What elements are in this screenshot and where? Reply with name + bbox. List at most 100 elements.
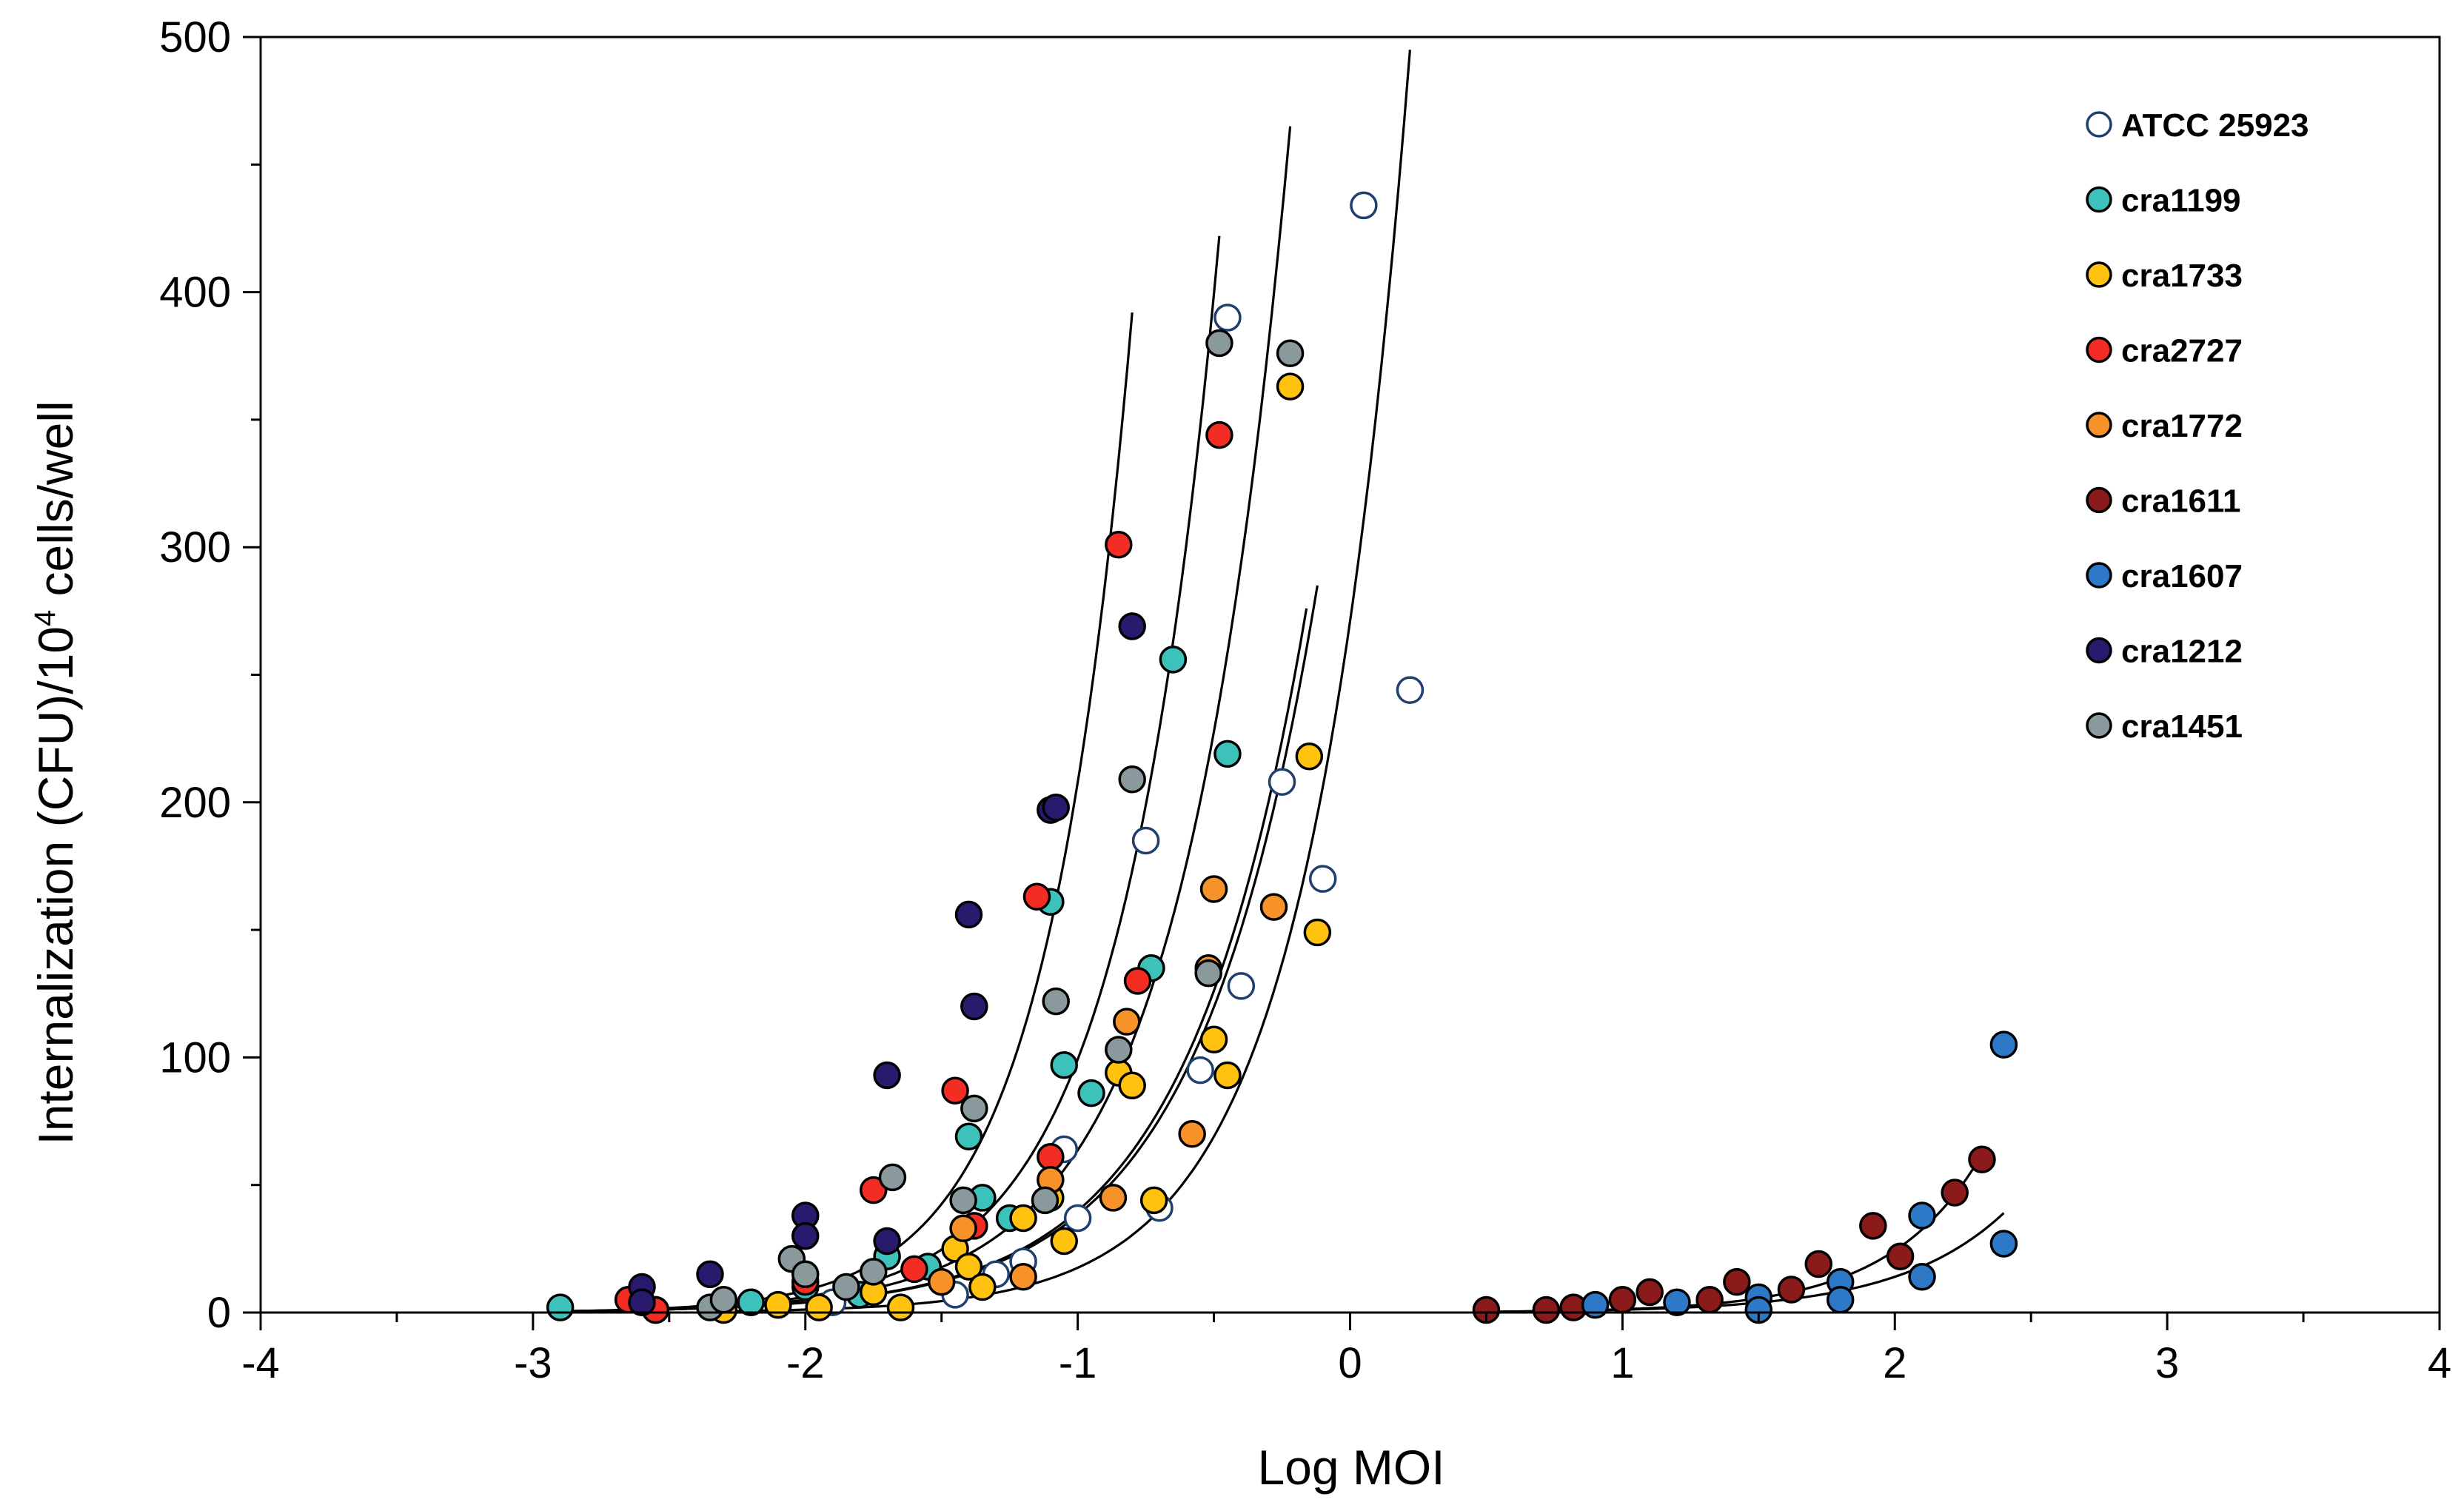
point-cra1611 bbox=[1886, 1242, 1915, 1270]
data-points bbox=[546, 191, 2018, 1324]
point-cra1611 bbox=[1968, 1145, 1996, 1173]
point-cra1611 bbox=[1723, 1267, 1751, 1296]
point-atcc-25923 bbox=[1063, 1204, 1092, 1233]
y-tick-label: 200 bbox=[159, 779, 231, 827]
point-cra1772 bbox=[1199, 875, 1228, 903]
point-atcc-25923 bbox=[1396, 676, 1424, 704]
point-cra1199 bbox=[1159, 646, 1188, 674]
point-cra2727 bbox=[1037, 1143, 1065, 1171]
point-cra1212 bbox=[791, 1221, 820, 1250]
point-cra1733 bbox=[954, 1253, 983, 1281]
x-axis-ticks: -4 -3 -2 -1 0 1 2 3 4 bbox=[241, 1313, 2451, 1387]
point-atcc-25923 bbox=[1213, 304, 1242, 332]
point-cra1199 bbox=[737, 1288, 765, 1316]
point-cra2727 bbox=[1105, 531, 1133, 559]
point-cra1451 bbox=[878, 1163, 907, 1192]
point-cra1607 bbox=[1989, 1030, 2018, 1059]
point-cra1212 bbox=[628, 1288, 656, 1316]
legend-marker-atcc-25923 bbox=[2086, 111, 2112, 138]
point-cra1611 bbox=[1859, 1212, 1887, 1240]
point-cra1733 bbox=[968, 1273, 997, 1301]
point-cra1451 bbox=[859, 1258, 888, 1286]
legend-marker-cra1212 bbox=[2086, 637, 2112, 664]
plot-frame bbox=[259, 36, 2441, 1314]
point-cra1451 bbox=[1031, 1186, 1059, 1215]
x-tick-label: -4 bbox=[241, 1339, 280, 1387]
x-tick-label: 2 bbox=[1883, 1339, 1906, 1387]
point-cra1733 bbox=[764, 1290, 792, 1319]
y-axis-ticks: 0 100 200 300 400 500 bbox=[159, 13, 261, 1337]
point-cra1199 bbox=[1213, 740, 1242, 768]
point-cra1607 bbox=[1581, 1290, 1610, 1319]
point-atcc-25923 bbox=[1308, 865, 1337, 893]
point-cra1611 bbox=[1472, 1295, 1501, 1324]
point-cra1212 bbox=[960, 992, 988, 1021]
point-cra1733 bbox=[1050, 1227, 1078, 1256]
point-cra1772 bbox=[1178, 1120, 1206, 1148]
point-cra1212 bbox=[873, 1227, 901, 1256]
point-cra1451 bbox=[949, 1186, 977, 1215]
point-atcc-25923 bbox=[1131, 826, 1160, 855]
y-axis-title-suffix: cells/well bbox=[28, 400, 83, 609]
point-cra1772 bbox=[1259, 893, 1288, 921]
point-cra1772 bbox=[949, 1214, 977, 1243]
legend-label-cra2727: cra2727 bbox=[2121, 333, 2243, 369]
legend-label-cra1611: cra1611 bbox=[2121, 483, 2241, 520]
y-tick-label: 300 bbox=[159, 523, 231, 572]
fit-curve bbox=[560, 608, 1308, 1313]
point-cra1733 bbox=[1276, 372, 1305, 400]
x-tick-label: 3 bbox=[2155, 1339, 2179, 1387]
fit-curves bbox=[560, 50, 2005, 1313]
point-cra1607 bbox=[1663, 1288, 1691, 1316]
point-cra1451 bbox=[709, 1286, 738, 1314]
point-cra2727 bbox=[900, 1255, 928, 1284]
legend-marker-cra1772 bbox=[2086, 412, 2112, 438]
y-axis-title-prefix: Internalization (CFU)/10 bbox=[28, 626, 83, 1145]
x-tick-label: -2 bbox=[786, 1339, 825, 1387]
fit-curve bbox=[560, 585, 1319, 1313]
legend: ATCC 25923 cra1199 cra1733 cra2727 cra1772 cr… bbox=[2086, 107, 2309, 745]
point-cra1611 bbox=[1636, 1278, 1664, 1307]
point-cra1199 bbox=[1050, 1050, 1078, 1079]
point-cra1611 bbox=[1941, 1179, 1969, 1207]
point-cra1607 bbox=[1908, 1263, 1936, 1291]
point-atcc-25923 bbox=[1350, 191, 1378, 220]
point-cra2727 bbox=[1205, 420, 1233, 449]
point-cra1451 bbox=[1042, 987, 1070, 1016]
point-cra1199 bbox=[1077, 1079, 1105, 1107]
legend-label-atcc-25923: ATCC 25923 bbox=[2121, 107, 2309, 144]
point-cra1607 bbox=[1744, 1295, 1773, 1324]
legend-marker-cra1611 bbox=[2086, 486, 2112, 514]
x-axis-title: Log MOI bbox=[1257, 1440, 1444, 1495]
legend-label-cra1772: cra1772 bbox=[2121, 408, 2243, 444]
point-cra1212 bbox=[696, 1260, 724, 1289]
legend-label-cra1451: cra1451 bbox=[2121, 708, 2243, 745]
point-cra1212 bbox=[873, 1061, 901, 1090]
y-tick-label: 500 bbox=[159, 13, 231, 61]
point-cra1451 bbox=[832, 1273, 860, 1301]
point-cra1607 bbox=[1826, 1286, 1855, 1314]
point-cra1451 bbox=[1276, 339, 1305, 368]
point-cra1733 bbox=[1295, 743, 1324, 771]
y-axis-title-superscript: 4 bbox=[29, 610, 61, 626]
point-cra1611 bbox=[1608, 1286, 1637, 1314]
point-cra1733 bbox=[1118, 1071, 1146, 1100]
point-cra1772 bbox=[1009, 1263, 1037, 1291]
point-cra1199 bbox=[546, 1293, 575, 1321]
point-cra1772 bbox=[1099, 1184, 1128, 1212]
point-cra1611 bbox=[1532, 1295, 1561, 1324]
point-cra2727 bbox=[1022, 882, 1051, 911]
legend-marker-cra1733 bbox=[2086, 261, 2112, 288]
point-atcc-25923 bbox=[1227, 972, 1256, 1000]
point-cra1772 bbox=[1113, 1008, 1141, 1036]
legend-label-cra1199: cra1199 bbox=[2121, 183, 2241, 219]
y-tick-label: 400 bbox=[159, 269, 231, 317]
legend-marker-cra1451 bbox=[2086, 712, 2112, 739]
legend-label-cra1607: cra1607 bbox=[2121, 558, 2243, 594]
point-cra2727 bbox=[941, 1076, 969, 1105]
legend-marker-cra2727 bbox=[2086, 336, 2112, 363]
point-cra1212 bbox=[1042, 793, 1070, 822]
y-tick-label: 0 bbox=[207, 1289, 231, 1337]
point-cra2727 bbox=[859, 1176, 888, 1204]
